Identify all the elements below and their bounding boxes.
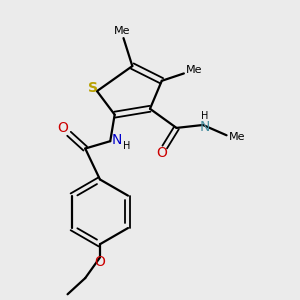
Text: Me: Me — [186, 65, 202, 76]
Text: H: H — [201, 111, 208, 122]
Text: Me: Me — [229, 132, 245, 142]
Text: O: O — [156, 146, 167, 160]
Text: H: H — [123, 141, 130, 151]
Text: Me: Me — [114, 26, 130, 36]
Text: O: O — [58, 121, 69, 135]
Text: N: N — [199, 120, 210, 134]
Text: O: O — [94, 255, 105, 269]
Text: N: N — [112, 133, 122, 147]
Text: S: S — [88, 81, 98, 95]
